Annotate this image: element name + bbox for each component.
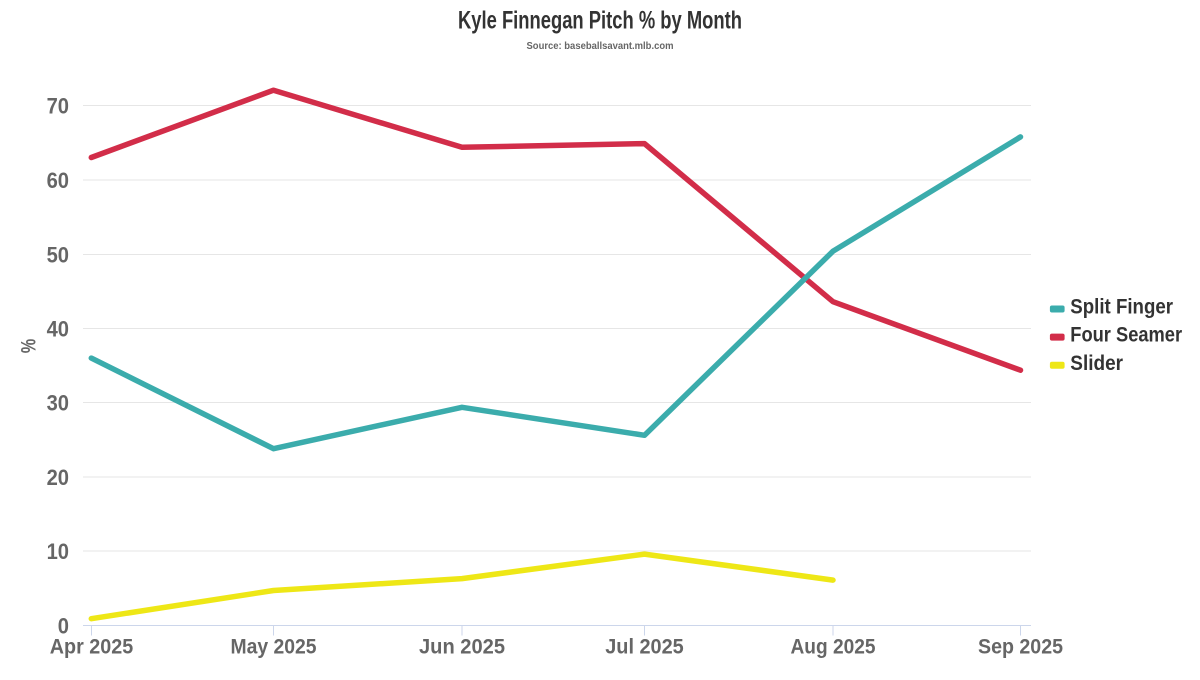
svg-text:0: 0 (58, 613, 69, 638)
svg-text:Source: baseballsavant.mlb.com: Source: baseballsavant.mlb.com (527, 41, 674, 52)
svg-text:Split Finger: Split Finger (1070, 296, 1173, 319)
svg-text:Four Seamer: Four Seamer (1070, 324, 1182, 347)
svg-text:Slider: Slider (1070, 352, 1123, 375)
svg-text:50: 50 (47, 242, 69, 267)
svg-text:Sep 2025: Sep 2025 (978, 635, 1063, 658)
svg-text:10: 10 (47, 539, 69, 564)
svg-text:May 2025: May 2025 (231, 635, 317, 658)
svg-text:%: % (18, 339, 41, 354)
svg-text:Jul 2025: Jul 2025 (605, 635, 684, 658)
svg-text:Apr 2025: Apr 2025 (50, 635, 134, 658)
svg-text:Jun 2025: Jun 2025 (419, 635, 505, 658)
svg-text:20: 20 (47, 465, 69, 490)
svg-text:60: 60 (47, 168, 69, 193)
svg-text:30: 30 (47, 391, 69, 416)
svg-text:70: 70 (47, 94, 69, 119)
svg-text:Aug 2025: Aug 2025 (791, 635, 876, 658)
svg-text:Kyle Finnegan Pitch % by Month: Kyle Finnegan Pitch % by Month (458, 7, 742, 35)
svg-text:40: 40 (47, 317, 69, 342)
